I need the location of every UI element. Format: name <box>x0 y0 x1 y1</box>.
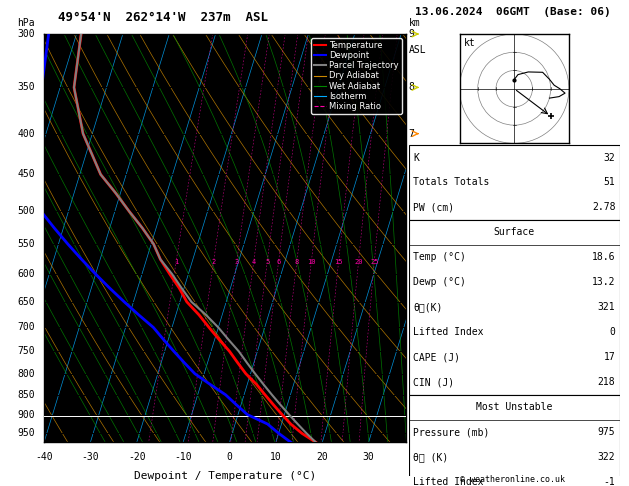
Text: © weatheronline.co.uk: © weatheronline.co.uk <box>460 474 565 484</box>
Text: 218: 218 <box>598 377 615 387</box>
Text: Mixing Ratio (g/kg): Mixing Ratio (g/kg) <box>437 191 447 286</box>
Text: 5: 5 <box>265 260 269 265</box>
Text: 3: 3 <box>235 260 238 265</box>
Text: 400: 400 <box>18 129 35 139</box>
Text: -40: -40 <box>35 452 53 463</box>
Text: 300: 300 <box>18 29 35 39</box>
Text: 10: 10 <box>270 452 282 463</box>
Text: 350: 350 <box>18 83 35 92</box>
Text: kt: kt <box>464 38 476 49</box>
Text: 750: 750 <box>18 347 35 356</box>
FancyBboxPatch shape <box>409 145 620 220</box>
Text: 20: 20 <box>354 260 363 265</box>
Text: Pressure (mb): Pressure (mb) <box>413 427 489 437</box>
Text: Lifted Index: Lifted Index <box>413 327 484 337</box>
Text: 20: 20 <box>316 452 328 463</box>
Text: 2: 2 <box>409 369 415 379</box>
Text: 49°54'N  262°14'W  237m  ASL: 49°54'N 262°14'W 237m ASL <box>58 11 269 24</box>
Text: 850: 850 <box>18 390 35 400</box>
Text: 550: 550 <box>18 239 35 249</box>
Text: 0: 0 <box>226 452 233 463</box>
Text: Lifted Index: Lifted Index <box>413 477 484 486</box>
Text: 4: 4 <box>252 260 256 265</box>
Text: 17: 17 <box>604 352 615 362</box>
Text: Most Unstable: Most Unstable <box>476 402 552 412</box>
Text: 8: 8 <box>294 260 299 265</box>
Text: 950: 950 <box>18 428 35 438</box>
Text: 3: 3 <box>409 323 415 332</box>
Text: 700: 700 <box>18 323 35 332</box>
Text: 0: 0 <box>610 327 615 337</box>
Text: 13.2: 13.2 <box>592 278 615 287</box>
Text: 8: 8 <box>409 83 415 92</box>
Text: 51: 51 <box>604 177 615 188</box>
Text: -1: -1 <box>604 477 615 486</box>
Text: PW (cm): PW (cm) <box>413 203 454 212</box>
Text: Totals Totals: Totals Totals <box>413 177 489 188</box>
Text: 7: 7 <box>409 129 415 139</box>
Text: -30: -30 <box>82 452 99 463</box>
Text: 800: 800 <box>18 369 35 379</box>
Text: 30: 30 <box>363 452 374 463</box>
Legend: Temperature, Dewpoint, Parcel Trajectory, Dry Adiabat, Wet Adiabat, Isotherm, Mi: Temperature, Dewpoint, Parcel Trajectory… <box>311 38 401 114</box>
Text: 32: 32 <box>604 153 615 162</box>
Text: 5: 5 <box>409 206 415 216</box>
Text: 9: 9 <box>409 29 415 39</box>
Text: θᴇ(K): θᴇ(K) <box>413 302 442 312</box>
Text: 2.78: 2.78 <box>592 203 615 212</box>
Text: 13.06.2024  06GMT  (Base: 06): 13.06.2024 06GMT (Base: 06) <box>415 7 611 17</box>
Text: -20: -20 <box>128 452 145 463</box>
Text: 975: 975 <box>598 427 615 437</box>
Text: ASL: ASL <box>409 46 426 55</box>
Text: 6: 6 <box>409 170 415 179</box>
Text: 600: 600 <box>18 269 35 279</box>
Text: 650: 650 <box>18 297 35 307</box>
Text: 322: 322 <box>598 452 615 462</box>
Text: 500: 500 <box>18 206 35 216</box>
Text: Dewp (°C): Dewp (°C) <box>413 278 466 287</box>
Text: hPa: hPa <box>18 18 35 28</box>
Text: Temp (°C): Temp (°C) <box>413 252 466 262</box>
Text: km: km <box>409 18 420 28</box>
Text: 1: 1 <box>174 260 178 265</box>
Text: 15: 15 <box>334 260 343 265</box>
Text: 18.6: 18.6 <box>592 252 615 262</box>
Text: Surface: Surface <box>494 227 535 238</box>
Text: CAPE (J): CAPE (J) <box>413 352 460 362</box>
Text: Dewpoint / Temperature (°C): Dewpoint / Temperature (°C) <box>134 471 316 481</box>
FancyBboxPatch shape <box>409 395 620 486</box>
Text: -10: -10 <box>174 452 192 463</box>
FancyBboxPatch shape <box>409 220 620 395</box>
Text: 6: 6 <box>276 260 281 265</box>
Text: 1: 1 <box>409 410 415 419</box>
Text: 321: 321 <box>598 302 615 312</box>
Text: θᴇ (K): θᴇ (K) <box>413 452 448 462</box>
Text: 25: 25 <box>370 260 379 265</box>
Text: 1LCL: 1LCL <box>409 412 428 421</box>
Text: K: K <box>413 153 419 162</box>
Text: 10: 10 <box>307 260 316 265</box>
Text: 900: 900 <box>18 410 35 419</box>
Text: CIN (J): CIN (J) <box>413 377 454 387</box>
Text: 4: 4 <box>409 269 415 279</box>
Text: 450: 450 <box>18 170 35 179</box>
Text: 2: 2 <box>211 260 216 265</box>
